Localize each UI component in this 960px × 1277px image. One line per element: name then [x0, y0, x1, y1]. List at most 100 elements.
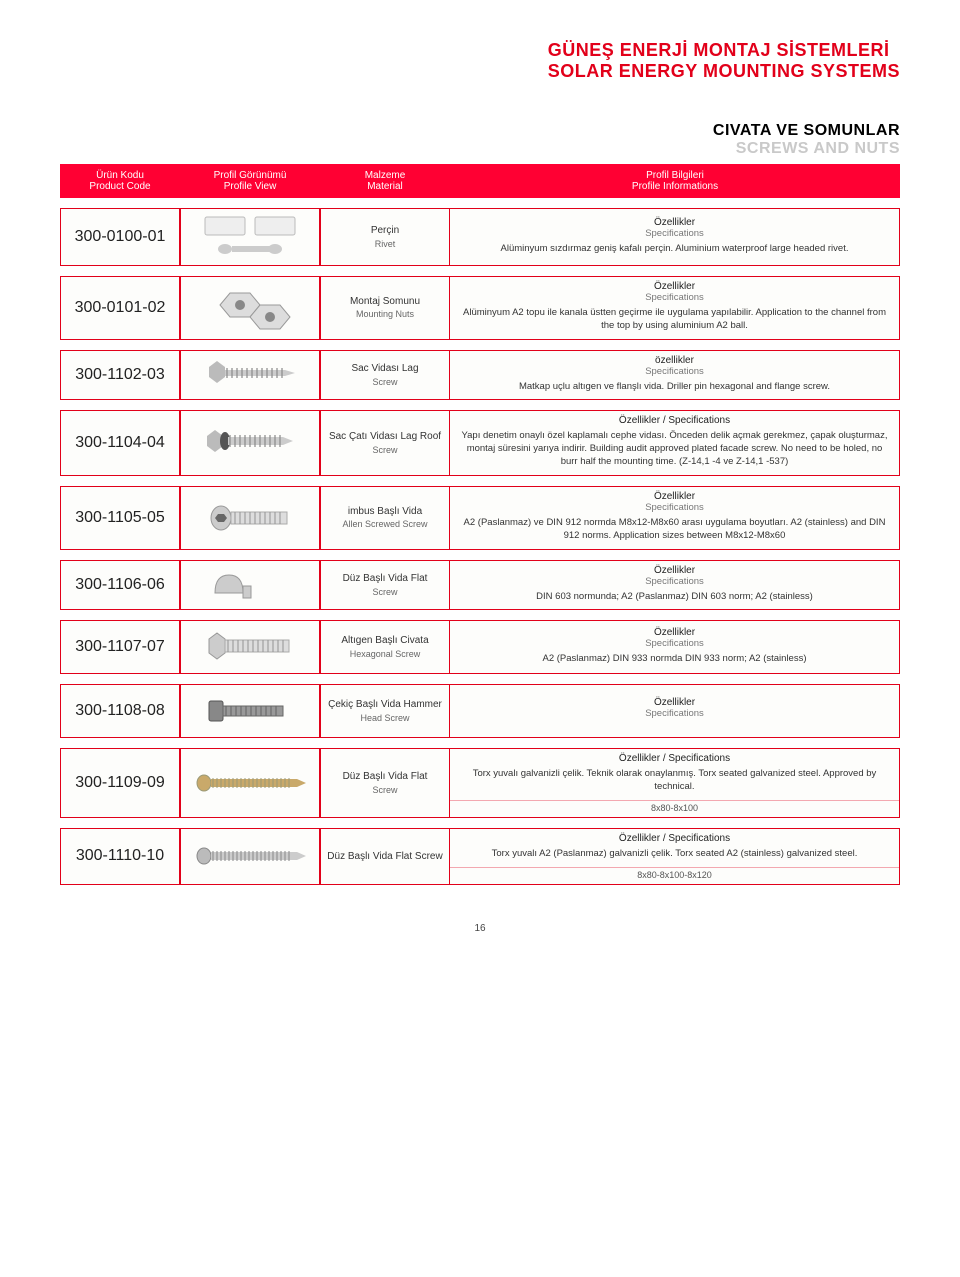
spec-header-combined: Özellikler / Specifications	[456, 415, 893, 426]
product-material: Düz Başlı Vida Flat Screw	[320, 828, 450, 885]
spec-header: ÖzelliklerSpecifications	[450, 487, 899, 515]
spec-extra: 8x80-8x100-8x120	[450, 867, 899, 884]
spec-body: Yapı denetim onaylı özel kaplamalı cephe…	[450, 428, 899, 474]
col-header-view-en: Profile View	[188, 181, 312, 192]
col-header-material-en: Material	[328, 181, 442, 192]
product-code: 300-1110-10	[60, 828, 180, 885]
spec-body: Alüminyum A2 topu ile kanala üstten geçi…	[450, 305, 899, 339]
product-material: PerçinRivet	[320, 208, 450, 266]
material-name-tr: Montaj Somunu	[350, 295, 420, 309]
material-name-tr: Düz Başlı Vida Flat Screw	[327, 850, 442, 864]
spec-extra: 8x80-8x100	[450, 800, 899, 817]
product-code: 300-0101-02	[60, 276, 180, 340]
product-specifications: ÖzelliklerSpecificationsA2 (Paslanmaz) v…	[450, 486, 900, 550]
page: GÜNEŞ ENERJİ MONTAJ SİSTEMLERİ SOLAR ENE…	[0, 0, 960, 974]
spec-header-en: Specifications	[456, 502, 893, 513]
material-name-en: Allen Screwed Screw	[342, 518, 427, 530]
col-header-material-tr: Malzeme	[328, 170, 442, 181]
spec-body: A2 (Paslanmaz) DIN 933 normda DIN 933 no…	[450, 651, 899, 672]
product-view-icon	[180, 486, 320, 550]
col-header-code-en: Product Code	[68, 181, 172, 192]
col-header-view-tr: Profil Görünümü	[188, 170, 312, 181]
product-table: 300-0100-01PerçinRivetÖzelliklerSpecific…	[60, 208, 900, 895]
product-code: 300-1105-05	[60, 486, 180, 550]
product-view-icon	[180, 828, 320, 885]
product-code: 300-1107-07	[60, 620, 180, 674]
product-material: Montaj SomunuMounting Nuts	[320, 276, 450, 340]
product-specifications: ÖzelliklerSpecificationsA2 (Paslanmaz) D…	[450, 620, 900, 674]
spec-header-tr: Özellikler	[456, 697, 893, 708]
spec-header-combined: Özellikler / Specifications	[456, 833, 893, 844]
product-code: 300-1106-06	[60, 560, 180, 611]
spec-header-tr: Özellikler	[456, 491, 893, 502]
col-header-material: Malzeme Material	[320, 164, 450, 198]
product-view-icon	[180, 208, 320, 266]
material-name-en: Screw	[372, 376, 397, 388]
product-specifications: ÖzelliklerSpecificationsDIN 603 normunda…	[450, 560, 900, 611]
product-material: Düz Başlı Vida FlatScrew	[320, 560, 450, 611]
table-column-header: Ürün Kodu Product Code Profil Görünümü P…	[60, 164, 900, 198]
product-view-icon	[180, 410, 320, 475]
table-row: 300-1102-03Sac Vidası LagScrewözellikler…	[60, 350, 900, 411]
material-name-tr: Sac Vidası Lag	[351, 362, 418, 376]
product-specifications: ÖzelliklerSpecifications Alüminyum sızdır…	[450, 208, 900, 266]
product-material: Sac Vidası LagScrew	[320, 350, 450, 401]
product-code: 300-1108-08	[60, 684, 180, 738]
product-specifications: Özellikler / Specifications Torx yuvalı A…	[450, 828, 900, 885]
product-view-icon	[180, 276, 320, 340]
spec-header-en: Specifications	[456, 366, 893, 377]
product-specifications: ÖzelliklerSpecificationsAlüminyum A2 top…	[450, 276, 900, 340]
col-header-view: Profil Görünümü Profile View	[180, 164, 320, 198]
spec-header-tr: özellikler	[456, 355, 893, 366]
spec-header-en: Specifications	[456, 638, 893, 649]
table-row: 300-0101-02Montaj SomunuMounting NutsÖze…	[60, 276, 900, 350]
spec-body: Matkap uçlu altıgen ve flanşlı vida. Dri…	[450, 379, 899, 400]
material-name-en: Mounting Nuts	[356, 308, 414, 320]
material-name-en: Screw	[372, 586, 397, 598]
spec-body: Alüminyum sızdırmaz geniş kafalı perçin.…	[450, 241, 899, 262]
spec-body: Torx yuvalı galvanizli çelik. Teknik ola…	[450, 766, 899, 800]
table-row: 300-1110-10 Düz Başlı Vida Flat Screw Özel…	[60, 828, 900, 895]
spec-body: DIN 603 normunda; A2 (Paslanmaz) DIN 603…	[450, 589, 899, 610]
spec-header-en: Specifications	[456, 708, 893, 719]
page-number: 16	[60, 923, 900, 934]
product-code: 300-0100-01	[60, 208, 180, 266]
product-material: imbus Başlı VidaAllen Screwed Screw	[320, 486, 450, 550]
material-name-tr: Çekiç Başlı Vida Hammer	[328, 698, 442, 712]
col-header-code-tr: Ürün Kodu	[68, 170, 172, 181]
table-row: 300-0100-01PerçinRivetÖzelliklerSpecific…	[60, 208, 900, 276]
material-name-en: Screw	[372, 784, 397, 796]
col-header-info-en: Profile Informations	[458, 181, 892, 192]
material-name-tr: imbus Başlı Vida	[348, 505, 422, 519]
spec-header-tr: Özellikler	[456, 565, 893, 576]
section-title-en: SCREWS AND NUTS	[60, 140, 900, 158]
product-material: Sac Çatı Vidası Lag RoofScrew	[320, 410, 450, 475]
col-header-info: Profil Bilgileri Profile Informations	[450, 164, 900, 198]
material-name-tr: Perçin	[371, 224, 399, 238]
product-material: Çekiç Başlı Vida HammerHead Screw	[320, 684, 450, 738]
spec-header-tr: Özellikler	[456, 627, 893, 638]
product-specifications: ÖzelliklerSpecifications	[450, 684, 900, 738]
product-specifications: Özellikler / Specifications Torx yuvalı g…	[450, 748, 900, 818]
col-header-info-tr: Profil Bilgileri	[458, 170, 892, 181]
table-row: 300-1109-09Düz Başlı Vida FlatScrewÖzell…	[60, 748, 900, 828]
material-name-tr: Altıgen Başlı Civata	[341, 634, 428, 648]
col-header-code: Ürün Kodu Product Code	[60, 164, 180, 198]
spec-header: ÖzelliklerSpecifications	[450, 561, 899, 589]
material-name-en: Hexagonal Screw	[350, 648, 421, 660]
product-view-icon	[180, 748, 320, 818]
product-view-icon	[180, 350, 320, 401]
material-name-en: Screw	[372, 444, 397, 456]
product-specifications: özelliklerSpecifications Matkap uçlu altı…	[450, 350, 900, 401]
spec-body: Torx yuvalı A2 (Paslanmaz) galvanizli çe…	[450, 846, 899, 867]
spec-header-combined: Özellikler / Specifications	[456, 753, 893, 764]
material-name-tr: Sac Çatı Vidası Lag Roof	[329, 430, 441, 444]
document-header: GÜNEŞ ENERJİ MONTAJ SİSTEMLERİ SOLAR ENE…	[60, 40, 900, 82]
spec-header-en: Specifications	[456, 292, 893, 303]
spec-header-en: Specifications	[456, 228, 893, 239]
product-code: 300-1109-09	[60, 748, 180, 818]
table-row: 300-1105-05 imbus Başlı VidaAllen Screwed…	[60, 486, 900, 560]
product-specifications: Özellikler / Specifications Yapı denetim …	[450, 410, 900, 475]
spec-header-tr: Özellikler	[456, 217, 893, 228]
spec-header: ÖzelliklerSpecifications	[450, 623, 899, 651]
